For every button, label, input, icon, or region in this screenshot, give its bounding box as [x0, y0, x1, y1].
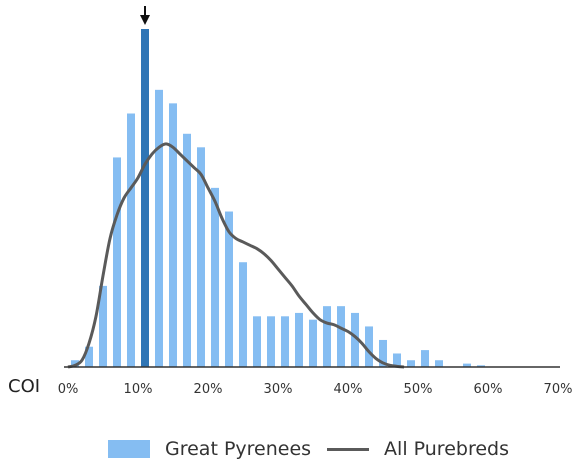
bar	[183, 133, 191, 367]
bar	[407, 360, 415, 367]
bar	[239, 262, 247, 367]
bar	[169, 103, 177, 368]
all-purebreds-curve	[67, 142, 405, 369]
curve-group	[67, 142, 405, 369]
bar	[197, 147, 205, 367]
x-tick-label: 70%	[544, 382, 573, 397]
x-tick-label: 60%	[474, 382, 503, 397]
bar	[435, 360, 443, 367]
legend: Great Pyrenees All Purebreds	[108, 438, 525, 460]
bar	[323, 306, 331, 367]
bar	[379, 339, 387, 367]
x-tick-label: 30%	[264, 382, 293, 397]
bar	[309, 319, 317, 367]
bar	[281, 316, 289, 367]
bar	[211, 187, 219, 367]
x-tick-label: 20%	[194, 382, 223, 397]
bar	[365, 326, 373, 367]
bar	[337, 306, 345, 367]
bar	[99, 285, 107, 367]
bar	[85, 346, 93, 367]
legend-label-all-purebreds: All Purebreds	[384, 438, 509, 460]
legend-label-great-pyrenees: Great Pyrenees	[165, 438, 312, 460]
bar	[127, 113, 135, 367]
coi-histogram-chart: 0% 10% 20% 30% 40% 50% 60% 70%	[58, 6, 573, 397]
bar	[71, 360, 79, 367]
bar	[267, 316, 275, 367]
x-tick-label: 10%	[124, 382, 153, 397]
legend-swatch-great-pyrenees	[108, 440, 150, 458]
bar	[253, 316, 261, 367]
bar	[463, 363, 471, 367]
bar-highlighted	[141, 29, 149, 367]
x-tick-label: 50%	[404, 382, 433, 397]
arrow-head	[140, 15, 150, 25]
bar	[295, 312, 303, 367]
bar	[477, 365, 485, 367]
bar	[225, 211, 233, 367]
bar	[393, 353, 401, 367]
x-axis-label: COI	[8, 376, 41, 397]
legend-swatch-all-purebreds	[327, 447, 370, 451]
bar	[155, 89, 163, 367]
bar	[113, 157, 121, 367]
bars-group	[71, 29, 485, 368]
highlight-arrow-icon	[140, 6, 150, 25]
bar	[421, 350, 429, 367]
bar	[351, 312, 359, 367]
x-tick-label: 40%	[334, 382, 363, 397]
x-tick-label: 0%	[58, 382, 79, 397]
x-ticks-group: 0% 10% 20% 30% 40% 50% 60% 70%	[58, 382, 573, 397]
